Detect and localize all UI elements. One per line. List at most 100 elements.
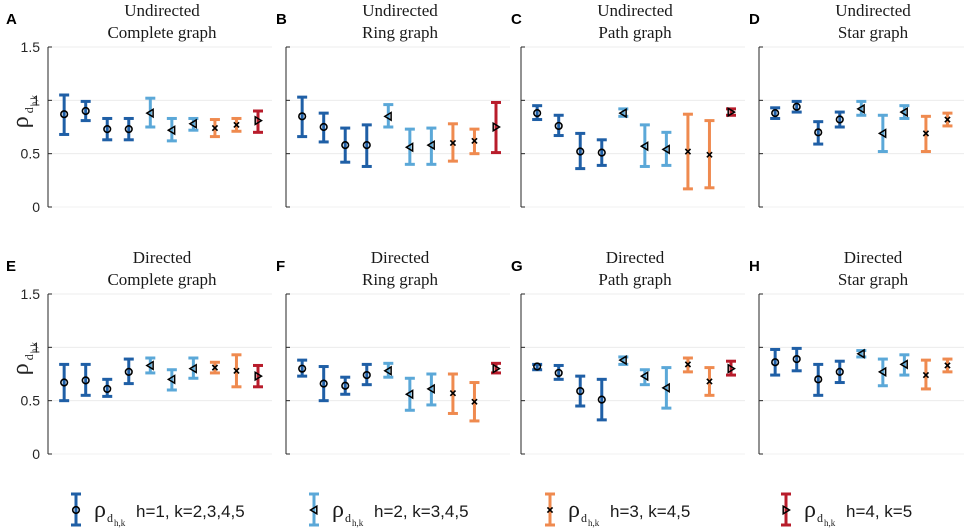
errorbar-point bbox=[123, 116, 134, 142]
errorbar-point bbox=[123, 357, 134, 386]
errorbar-point bbox=[942, 111, 953, 128]
errorbar-marker bbox=[922, 130, 930, 137]
errorbar-marker bbox=[661, 382, 670, 393]
errorbar-point bbox=[469, 381, 480, 423]
errorbar-marker bbox=[576, 147, 585, 156]
errorbar-point bbox=[877, 113, 888, 154]
panel-label: G bbox=[511, 258, 523, 275]
panel-b: Undirected Ring graph B bbox=[276, 1, 510, 208]
errorbar-point bbox=[942, 357, 953, 374]
legend-label: h=4, k=5 bbox=[846, 502, 912, 521]
errorbar-point bbox=[682, 356, 693, 374]
errorbar-marker bbox=[856, 103, 865, 114]
errorbar-point bbox=[297, 95, 308, 139]
errorbar-marker bbox=[81, 106, 90, 116]
errorbar-point bbox=[59, 93, 70, 136]
legend-symbol-sub: d bbox=[107, 511, 113, 525]
panel-f: Directed Ring graph F bbox=[276, 248, 510, 455]
errorbar-point bbox=[80, 362, 91, 397]
errorbar-marker bbox=[145, 108, 154, 119]
errorbar-point bbox=[102, 377, 113, 398]
errorbar-marker bbox=[639, 141, 649, 152]
errorbar-point bbox=[532, 104, 543, 122]
errorbar-marker bbox=[404, 142, 414, 153]
legend-symbol-sub: d bbox=[345, 511, 351, 525]
errorbar-marker bbox=[362, 370, 371, 380]
panel-title-line1: Directed bbox=[133, 248, 192, 267]
errorbar-marker bbox=[341, 141, 350, 150]
errorbar-point bbox=[145, 96, 156, 129]
errorbar-marker bbox=[319, 122, 328, 132]
errorbar-point bbox=[209, 118, 220, 139]
errorbar-point bbox=[770, 106, 781, 120]
errorbar-point bbox=[618, 355, 629, 366]
errorbar-point bbox=[726, 106, 736, 118]
errorbar-marker bbox=[877, 128, 887, 139]
errorbar-marker bbox=[254, 371, 263, 382]
legend-item-h1: ρ d h,k h=1, k=2,3,4,5 bbox=[71, 492, 245, 528]
errorbar-point bbox=[899, 353, 910, 377]
legend-symbol-sub: d bbox=[817, 511, 823, 525]
errorbar-marker bbox=[492, 121, 501, 133]
errorbar-marker bbox=[597, 148, 606, 157]
errorbar-point bbox=[834, 359, 845, 385]
panel-label: D bbox=[749, 11, 760, 28]
errorbar-point bbox=[361, 123, 372, 168]
errorbar-marker bbox=[792, 102, 801, 111]
errorbar-marker bbox=[727, 106, 736, 118]
errorbar-point bbox=[596, 138, 607, 167]
errorbar-marker bbox=[383, 111, 392, 122]
errorbar-marker bbox=[576, 386, 585, 396]
panel-title-line1: Undirected bbox=[597, 1, 673, 20]
errorbar-point bbox=[166, 116, 177, 143]
errorbar-point bbox=[426, 372, 437, 407]
errorbar-point bbox=[318, 365, 329, 403]
errorbar-point bbox=[491, 361, 501, 375]
errorbar-point bbox=[361, 362, 372, 387]
panel-title-line1: Directed bbox=[371, 248, 430, 267]
y-axis-label-symbol: ρ bbox=[8, 116, 34, 128]
errorbar-point bbox=[575, 131, 586, 171]
errorbar-point bbox=[404, 127, 415, 166]
errorbar-marker bbox=[383, 365, 392, 376]
panel-a: 0 0.5 1 1.5 Undirected Complete graph A bbox=[6, 1, 272, 215]
errorbar-marker bbox=[188, 118, 197, 129]
errorbar-point bbox=[920, 358, 931, 391]
errorbar-marker bbox=[449, 139, 457, 147]
panel-label: H bbox=[749, 258, 760, 275]
panel-title-line2: Complete graph bbox=[107, 270, 217, 289]
errorbar-marker bbox=[124, 125, 133, 134]
errorbar-marker bbox=[814, 128, 823, 137]
errorbar-point bbox=[639, 368, 650, 387]
errorbar-point bbox=[59, 362, 70, 403]
errorbar-marker bbox=[449, 390, 457, 397]
errorbar-point bbox=[188, 116, 199, 132]
panel-g: Directed Path graph G bbox=[511, 248, 745, 455]
panel-title-line1: Undirected bbox=[124, 1, 200, 20]
errorbar-point bbox=[532, 362, 543, 372]
legend-symbol-subsub: h,k bbox=[352, 518, 364, 528]
y-axis-label-sub: d bbox=[22, 354, 36, 360]
legend-symbol: ρ bbox=[804, 497, 816, 523]
errorbar-point bbox=[553, 363, 564, 381]
errorbar-point bbox=[469, 127, 480, 156]
panel-e: 0 0.5 1 1.5 Directed Complete graph E bbox=[6, 248, 272, 462]
errorbar-marker bbox=[60, 378, 69, 387]
errorbar-marker bbox=[533, 109, 542, 118]
panel-c: Undirected Path graph C bbox=[511, 1, 745, 208]
errorbar-marker bbox=[362, 141, 371, 150]
panel-title-line1: Undirected bbox=[362, 1, 438, 20]
errorbar-marker bbox=[684, 361, 692, 368]
errorbar-marker bbox=[835, 115, 844, 124]
panel-title-line2: Star graph bbox=[838, 23, 909, 42]
errorbar-marker bbox=[103, 384, 112, 394]
y-axis-label: ρdh,k bbox=[8, 341, 39, 375]
errorbar-marker bbox=[771, 358, 780, 367]
legend-marker bbox=[546, 506, 554, 514]
y-axis-label-symbol: ρ bbox=[8, 363, 34, 375]
errorbar-marker bbox=[856, 348, 865, 359]
errorbar-point bbox=[726, 359, 736, 377]
errorbar-marker bbox=[771, 109, 780, 118]
errorbar-marker bbox=[233, 121, 240, 129]
